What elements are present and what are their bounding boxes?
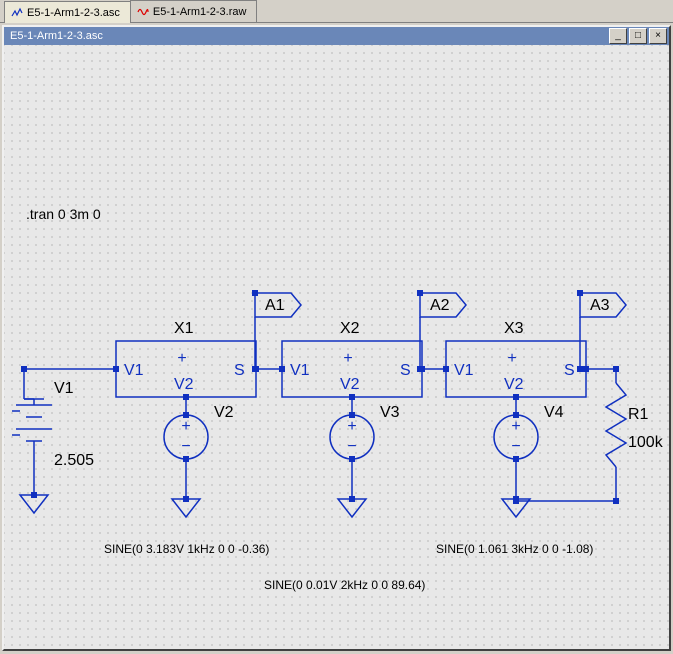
- tab-schematic[interactable]: E5-1-Arm1-2-3.asc: [4, 1, 131, 23]
- svg-text:A3: A3: [590, 297, 610, 314]
- svg-text:V2: V2: [174, 376, 194, 393]
- svg-text:X2: X2: [340, 320, 360, 337]
- svg-text:2.505: 2.505: [54, 452, 94, 469]
- svg-text:+: +: [511, 418, 520, 435]
- schematic-canvas[interactable]: .tran 0 3m 0 A1 A2 A3 X1 V1 + V2 S X2 V1 + V2 S X3 V1 + V…: [4, 45, 669, 649]
- svg-text:−: −: [181, 438, 190, 455]
- svg-text:S: S: [564, 362, 575, 379]
- svg-text:+: +: [181, 418, 190, 435]
- svg-text:V1: V1: [124, 362, 144, 379]
- svg-text:X3: X3: [504, 320, 524, 337]
- maximize-button[interactable]: □: [629, 28, 647, 44]
- minimize-button[interactable]: _: [609, 28, 627, 44]
- svg-text:−: −: [511, 438, 520, 455]
- svg-text:−: −: [347, 438, 356, 455]
- svg-text:V1: V1: [54, 380, 74, 397]
- svg-text:+: +: [343, 350, 352, 367]
- svg-text:+: +: [507, 350, 516, 367]
- schematic-window: E5-1-Arm1-2-3.asc _ □ × .tran 0 3m 0 A1 A2…: [2, 25, 671, 651]
- svg-text:A2: A2: [430, 297, 450, 314]
- svg-text:+: +: [347, 418, 356, 435]
- close-button[interactable]: ×: [649, 28, 667, 44]
- svg-text:X1: X1: [174, 320, 194, 337]
- svg-text:V2: V2: [340, 376, 360, 393]
- svg-text:A1: A1: [265, 297, 285, 314]
- svg-text:V3: V3: [380, 404, 400, 421]
- svg-text:V4: V4: [544, 404, 564, 421]
- svg-text:S: S: [234, 362, 245, 379]
- schematic-icon: [11, 7, 23, 19]
- svg-text:.tran 0 3m 0: .tran 0 3m 0: [26, 206, 101, 222]
- tab-bar: E5-1-Arm1-2-3.asc E5-1-Arm1-2-3.raw: [0, 0, 673, 23]
- svg-text:V1: V1: [454, 362, 474, 379]
- window-title: E5-1-Arm1-2-3.asc: [10, 30, 607, 42]
- svg-text:V2: V2: [214, 404, 234, 421]
- svg-text:SINE(0 0.01V 2kHz 0 0 89.64): SINE(0 0.01V 2kHz 0 0 89.64): [264, 578, 425, 592]
- svg-text:V1: V1: [290, 362, 310, 379]
- tab-waveform[interactable]: E5-1-Arm1-2-3.raw: [130, 0, 258, 22]
- svg-text:SINE(0 3.183V 1kHz 0 0 -0.36): SINE(0 3.183V 1kHz 0 0 -0.36): [104, 542, 269, 556]
- svg-text:S: S: [400, 362, 411, 379]
- svg-text:V2: V2: [504, 376, 524, 393]
- svg-text:+: +: [177, 350, 186, 367]
- svg-text:R1: R1: [628, 406, 649, 423]
- tab-label: E5-1-Arm1-2-3.asc: [27, 7, 120, 19]
- svg-text:SINE(0 1.061 3kHz 0 0 -1.08): SINE(0 1.061 3kHz 0 0 -1.08): [436, 542, 593, 556]
- svg-text:100k: 100k: [628, 434, 664, 451]
- tab-label: E5-1-Arm1-2-3.raw: [153, 6, 247, 18]
- titlebar[interactable]: E5-1-Arm1-2-3.asc _ □ ×: [4, 27, 669, 45]
- waveform-icon: [137, 6, 149, 18]
